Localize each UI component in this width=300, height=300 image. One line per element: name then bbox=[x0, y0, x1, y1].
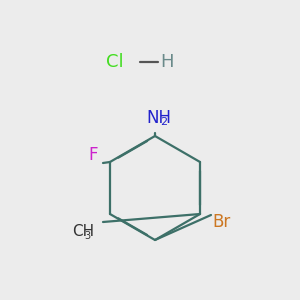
Text: F: F bbox=[88, 146, 98, 164]
Text: Cl: Cl bbox=[106, 53, 124, 71]
Text: NH: NH bbox=[146, 109, 172, 127]
Text: 3: 3 bbox=[84, 231, 90, 241]
Text: 2: 2 bbox=[160, 117, 167, 127]
Text: H: H bbox=[160, 53, 174, 71]
Text: CH: CH bbox=[72, 224, 94, 239]
Text: Br: Br bbox=[213, 213, 231, 231]
